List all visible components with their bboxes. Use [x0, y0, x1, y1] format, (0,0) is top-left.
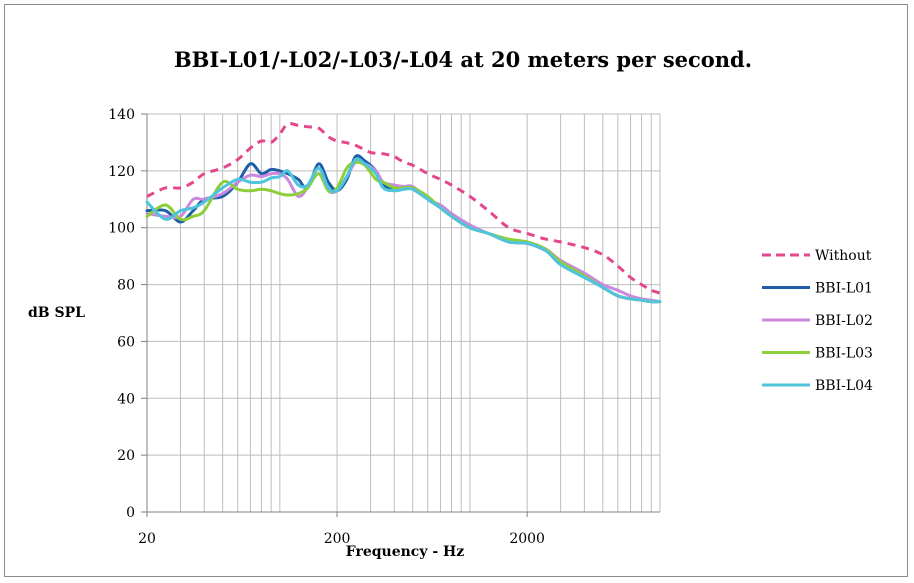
legend-label-bbi-l02: BBI-L02: [815, 313, 873, 329]
series-line-bbi-l04: [145, 157, 662, 304]
y-tick-label: 80: [117, 278, 135, 294]
series-line-without: [146, 121, 661, 295]
y-tick-label: 0: [126, 505, 135, 521]
legend: Without BBI-L01 BBI-L02 BBI-L03 BBI-L04: [762, 248, 873, 394]
frequency-response-chart: BBI-L01/-L02/-L03/-L04 at 20 meters per …: [28, 47, 873, 560]
y-tick-label: 20: [117, 448, 135, 464]
y-tick-label: 60: [117, 334, 135, 350]
y-tick-label: 140: [108, 107, 135, 123]
y-tick-label: 120: [108, 164, 135, 180]
series-line-bbi-l02: [145, 159, 662, 304]
y-tick-label: 100: [108, 221, 135, 237]
y-tick-label: 40: [117, 391, 135, 407]
legend-label-bbi-l03: BBI-L03: [815, 346, 873, 362]
y-axis-label: dB SPL: [28, 305, 85, 321]
legend-label-bbi-l01: BBI-L01: [815, 281, 873, 297]
x-axis-label: Frequency - Hz: [346, 544, 464, 560]
chart-frame: BBI-L01/-L02/-L03/-L04 at 20 meters per …: [4, 4, 908, 577]
grid: [147, 113, 660, 512]
legend-label-without: Without: [815, 248, 872, 264]
x-tick-label: 200: [324, 531, 351, 547]
legend-label-bbi-l04: BBI-L04: [815, 378, 873, 394]
chart-title: BBI-L01/-L02/-L03/-L04 at 20 meters per …: [174, 47, 752, 72]
series-lines: [145, 121, 662, 304]
x-tick-label: 2000: [509, 531, 545, 547]
series-line-bbi-l01: [145, 154, 662, 304]
x-tick-label: 20: [138, 531, 156, 547]
series-line-bbi-l03: [145, 160, 662, 304]
